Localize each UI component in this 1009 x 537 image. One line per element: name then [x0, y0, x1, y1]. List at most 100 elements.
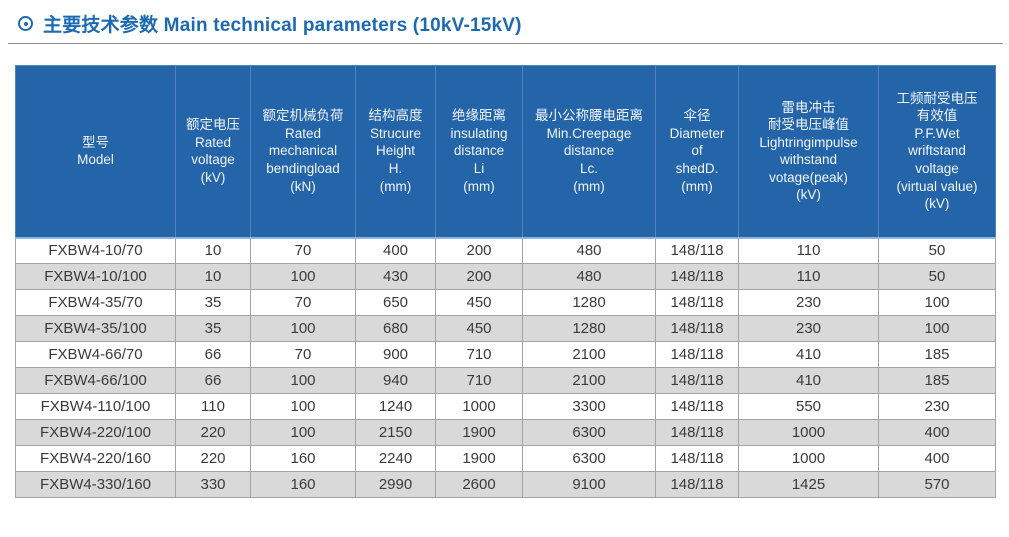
value-cell: 66 — [175, 341, 251, 368]
value-cell: 710 — [435, 367, 523, 394]
table-row: FXBW4-10/100 10 100 430 200 480 148/118 110 50 — [15, 263, 996, 290]
value-cell: 148/118 — [655, 289, 739, 316]
value-cell: 200 — [435, 263, 523, 290]
value-cell: 1000 — [738, 445, 879, 472]
value-cell: 1240 — [355, 393, 436, 420]
value-cell: 148/118 — [655, 315, 739, 342]
value-cell: 2990 — [355, 471, 436, 498]
value-cell: 410 — [738, 367, 879, 394]
value-cell: 400 — [878, 445, 996, 472]
value-cell: 148/118 — [655, 419, 739, 446]
value-cell: 2240 — [355, 445, 436, 472]
model-cell: FXBW4-35/100 — [15, 315, 176, 342]
circled-dot-icon — [18, 16, 33, 31]
value-cell: 940 — [355, 367, 436, 394]
value-cell: 400 — [878, 419, 996, 446]
value-cell: 110 — [175, 393, 251, 420]
value-cell: 1000 — [435, 393, 523, 420]
model-cell: FXBW4-35/70 — [15, 289, 176, 316]
value-cell: 410 — [738, 341, 879, 368]
value-cell: 35 — [175, 315, 251, 342]
value-cell: 1900 — [435, 419, 523, 446]
value-cell: 100 — [250, 315, 356, 342]
value-cell: 148/118 — [655, 263, 739, 290]
table-body: FXBW4-10/70 10 70 400 200 480 148/118 110 50 FXBW… — [15, 237, 996, 498]
value-cell: 110 — [738, 237, 879, 264]
value-cell: 100 — [250, 367, 356, 394]
model-cell: FXBW4-66/100 — [15, 367, 176, 394]
value-cell: 160 — [250, 471, 356, 498]
value-cell: 148/118 — [655, 471, 739, 498]
value-cell: 480 — [522, 237, 656, 264]
value-cell: 1425 — [738, 471, 879, 498]
value-cell: 1000 — [738, 419, 879, 446]
column-header-rated-voltage: 额定电压 Rated voltage (kV) — [175, 65, 251, 239]
value-cell: 570 — [878, 471, 996, 498]
table-row: FXBW4-330/160 330 160 2990 2600 9100 148/118 14… — [15, 471, 996, 498]
value-cell: 2100 — [522, 341, 656, 368]
column-header-structure-height: 结构高度 Strucure Height H. (mm) — [355, 65, 436, 239]
value-cell: 110 — [738, 263, 879, 290]
table-row: FXBW4-220/100 220 100 2150 1900 6300 148/118 10… — [15, 419, 996, 446]
parameters-table: 型号 Model 额定电压 Rated voltage (kV) 额定机械负荷 Ra… — [15, 65, 996, 498]
table-row: FXBW4-10/70 10 70 400 200 480 148/118 110 50 — [15, 237, 996, 264]
value-cell: 100 — [250, 263, 356, 290]
value-cell: 1280 — [522, 289, 656, 316]
value-cell: 100 — [878, 289, 996, 316]
model-cell: FXBW4-220/160 — [15, 445, 176, 472]
model-cell: FXBW4-10/70 — [15, 237, 176, 264]
value-cell: 66 — [175, 367, 251, 394]
column-header-bending-load: 额定机械负荷 Rated mechanical bendingload (kN) — [250, 65, 356, 239]
value-cell: 185 — [878, 367, 996, 394]
value-cell: 50 — [878, 263, 996, 290]
value-cell: 2100 — [522, 367, 656, 394]
value-cell: 10 — [175, 263, 251, 290]
model-cell: FXBW4-66/70 — [15, 341, 176, 368]
value-cell: 1280 — [522, 315, 656, 342]
column-header-pf-withstand: 工频耐受电压 有效值 P.F.Wet wriftstand voltage (v… — [878, 65, 996, 239]
value-cell: 70 — [250, 237, 356, 264]
title-divider — [8, 43, 1003, 44]
value-cell: 400 — [355, 237, 436, 264]
column-header-model: 型号 Model — [15, 65, 176, 239]
value-cell: 50 — [878, 237, 996, 264]
value-cell: 550 — [738, 393, 879, 420]
value-cell: 100 — [878, 315, 996, 342]
value-cell: 230 — [738, 289, 879, 316]
column-header-lightning-impulse: 雷电冲击 耐受电压峰值 Lightringimpulse withstand v… — [738, 65, 879, 239]
model-cell: FXBW4-10/100 — [15, 263, 176, 290]
value-cell: 9100 — [522, 471, 656, 498]
model-cell: FXBW4-220/100 — [15, 419, 176, 446]
value-cell: 2150 — [355, 419, 436, 446]
value-cell: 450 — [435, 289, 523, 316]
value-cell: 200 — [435, 237, 523, 264]
value-cell: 148/118 — [655, 445, 739, 472]
value-cell: 450 — [435, 315, 523, 342]
model-cell: FXBW4-110/100 — [15, 393, 176, 420]
value-cell: 148/118 — [655, 367, 739, 394]
value-cell: 710 — [435, 341, 523, 368]
table-row: FXBW4-35/100 35 100 680 450 1280 148/118 230 100 — [15, 315, 996, 342]
value-cell: 430 — [355, 263, 436, 290]
table-row: FXBW4-220/160 220 160 2240 1900 6300 148/118 10… — [15, 445, 996, 472]
value-cell: 35 — [175, 289, 251, 316]
value-cell: 160 — [250, 445, 356, 472]
value-cell: 148/118 — [655, 341, 739, 368]
model-cell: FXBW4-330/160 — [15, 471, 176, 498]
value-cell: 230 — [878, 393, 996, 420]
value-cell: 220 — [175, 419, 251, 446]
value-cell: 6300 — [522, 419, 656, 446]
table-header-row: 型号 Model 额定电压 Rated voltage (kV) 额定机械负荷 Ra… — [15, 65, 996, 239]
value-cell: 680 — [355, 315, 436, 342]
value-cell: 230 — [738, 315, 879, 342]
value-cell: 185 — [878, 341, 996, 368]
table-row: FXBW4-35/70 35 70 650 450 1280 148/118 230 100 — [15, 289, 996, 316]
value-cell: 900 — [355, 341, 436, 368]
value-cell: 2600 — [435, 471, 523, 498]
value-cell: 3300 — [522, 393, 656, 420]
table-row: FXBW4-66/100 66 100 940 710 2100 148/118 410 185 — [15, 367, 996, 394]
value-cell: 6300 — [522, 445, 656, 472]
value-cell: 1900 — [435, 445, 523, 472]
column-header-creepage-distance: 最小公称腰电距离 Min.Creepage distance Lc. (mm) — [522, 65, 656, 239]
value-cell: 70 — [250, 289, 356, 316]
